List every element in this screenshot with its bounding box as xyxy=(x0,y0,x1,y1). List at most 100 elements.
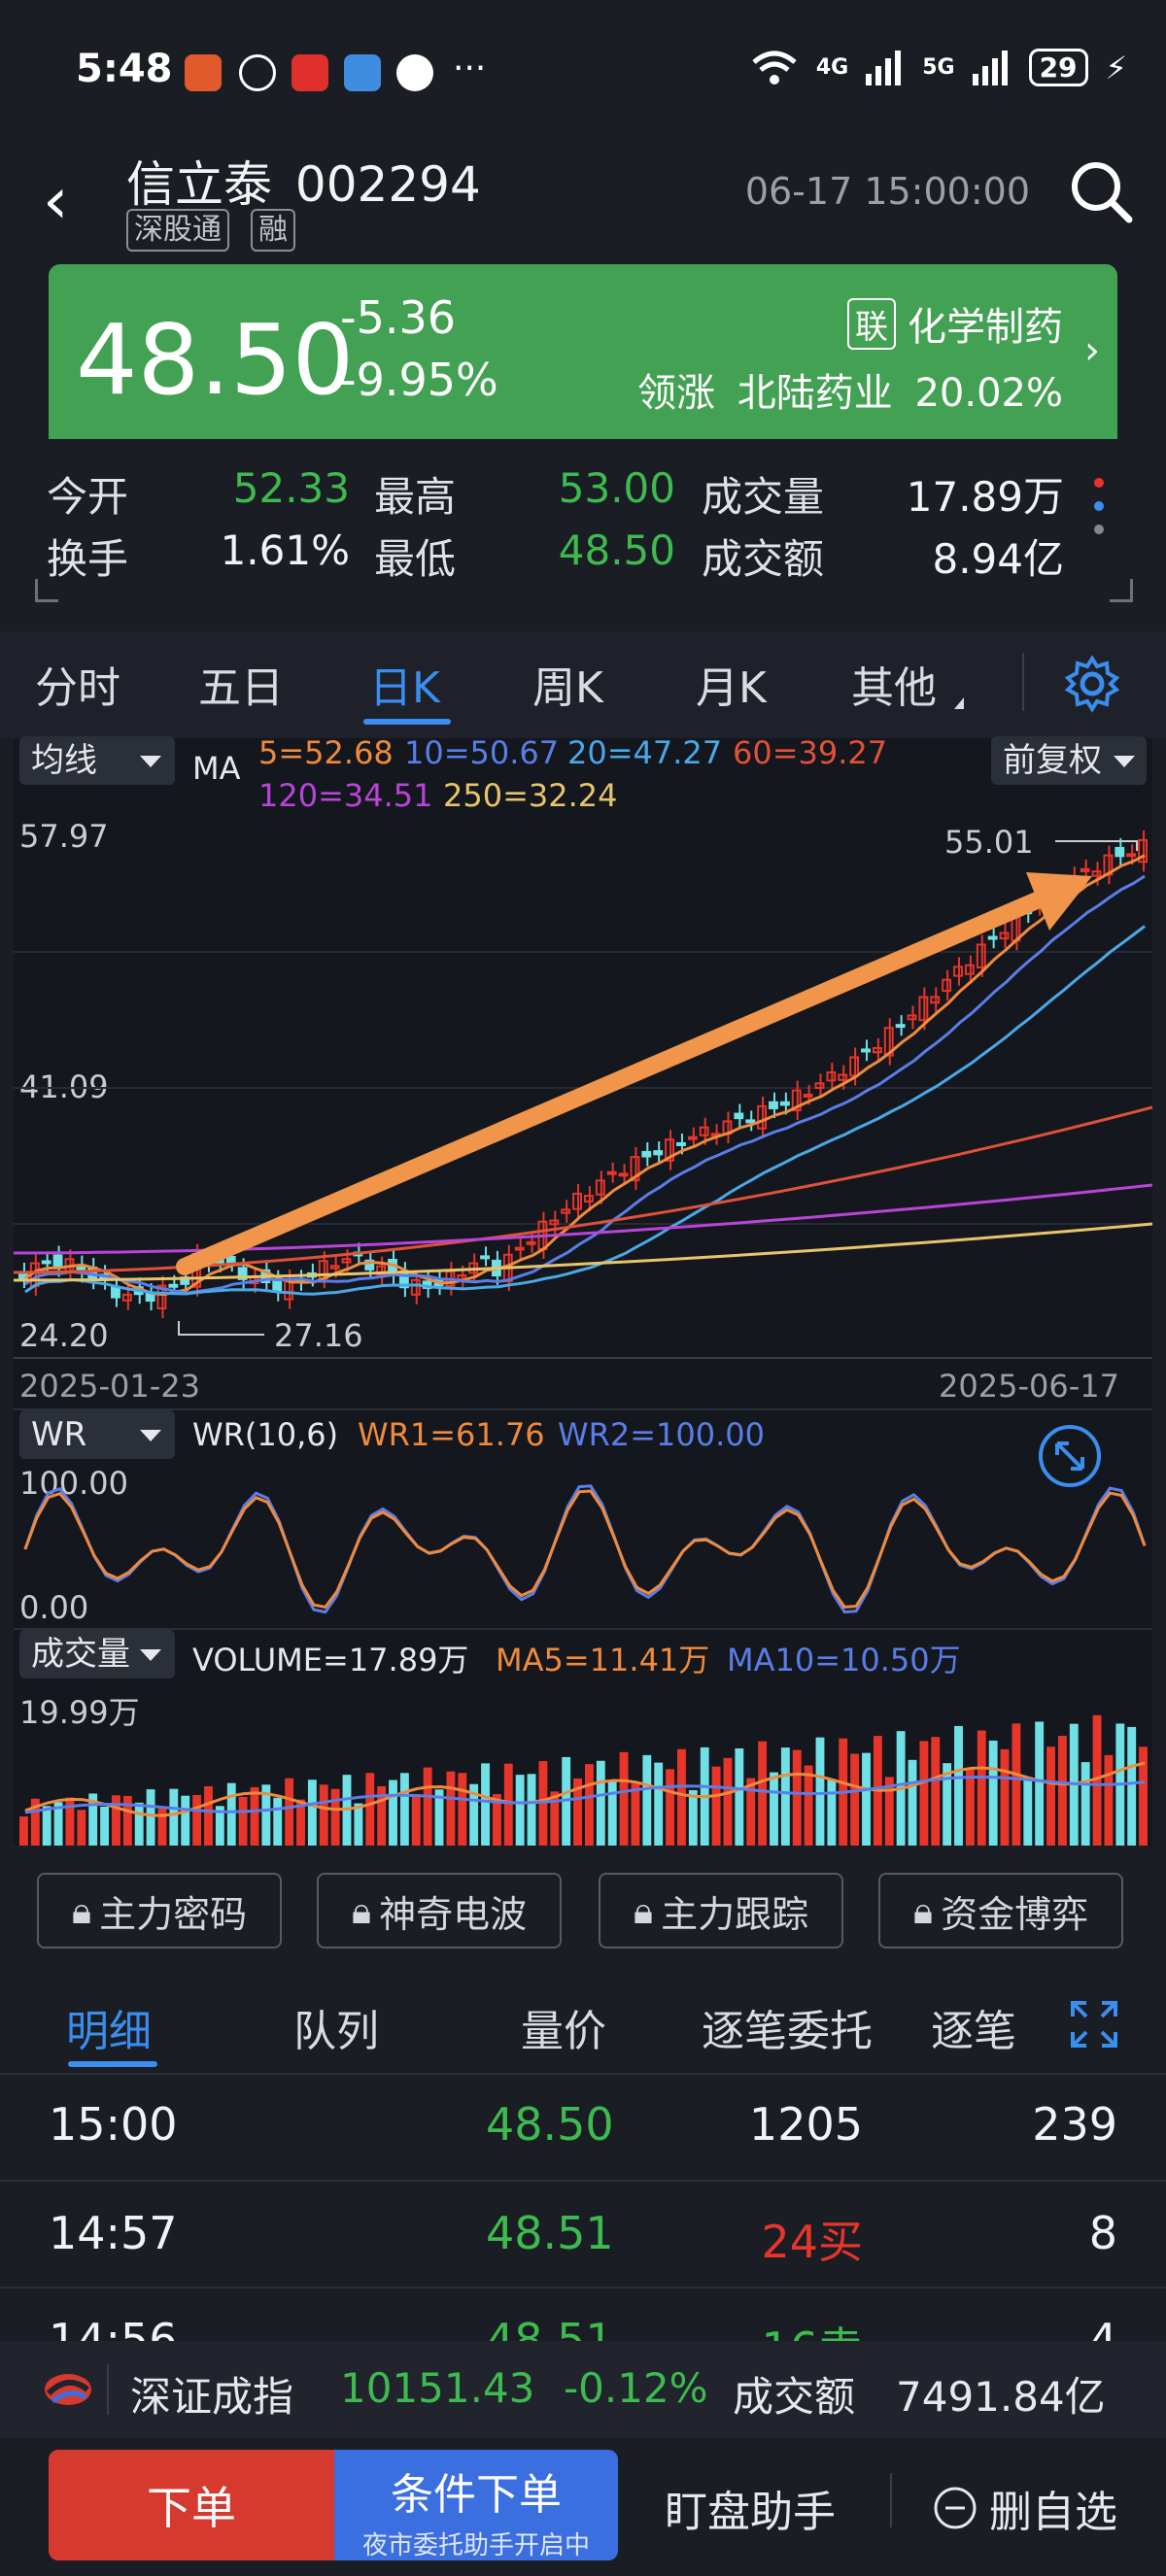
candle xyxy=(572,1192,582,1210)
volume-bar xyxy=(1000,1748,1010,1846)
tab-detail[interactable]: 明细 xyxy=(66,2007,152,2056)
remove-watchlist-button[interactable]: 删自选 xyxy=(933,2477,1117,2539)
candle xyxy=(861,1048,871,1053)
volume-bar xyxy=(446,1771,456,1846)
tab-tick-by-tick[interactable]: 逐笔 xyxy=(931,2007,1016,2056)
app-notification-icon xyxy=(239,54,276,91)
volume-bar xyxy=(1092,1714,1102,1846)
quote-panel[interactable]: 48.50 -5.36 -9.95% 联 化学制药 领涨 北陆药业 20.02%… xyxy=(49,264,1117,439)
feature-fund-game-button[interactable]: 🔒︎ 资金博弈 xyxy=(878,1873,1123,1949)
vol-ma10-value: MA10=10.50万 xyxy=(727,1642,961,1678)
volume-bar xyxy=(1104,1754,1114,1846)
adjust-selector[interactable]: 前复权 xyxy=(991,736,1147,785)
index-change: -0.12% xyxy=(564,2364,708,2412)
table-row xyxy=(0,2073,1166,2180)
candle xyxy=(168,1283,179,1288)
feature-main-track-button[interactable]: 🔒︎ 主力跟踪 xyxy=(599,1873,843,1949)
tab-intraday[interactable]: 分时 xyxy=(35,663,120,713)
candle xyxy=(272,1278,283,1293)
date-end: 2025-06-17 xyxy=(939,1368,1119,1405)
tab-order-by-order[interactable]: 逐笔委托 xyxy=(702,2007,873,2056)
stats-panel xyxy=(0,439,1166,631)
candle xyxy=(676,1141,686,1146)
candle xyxy=(237,1267,248,1280)
max-price-mark: 55.01 xyxy=(944,824,1034,861)
candle xyxy=(41,1260,51,1265)
vol-ma10-line xyxy=(24,1775,1146,1814)
quote-datetime: 06-17 15:00:00 xyxy=(744,170,1030,213)
volume-bar xyxy=(815,1737,825,1846)
volume-bar xyxy=(354,1803,363,1846)
amount-value: 8.94亿 xyxy=(932,535,1064,583)
trend-arrow-shaft xyxy=(176,889,1052,1275)
lock-icon: 🔒︎ xyxy=(71,1888,92,1932)
candle xyxy=(329,1265,340,1270)
trend-arrow-head xyxy=(1026,872,1092,931)
more-notifications-icon: ··· xyxy=(453,49,487,88)
feature-main-code-button[interactable]: 🔒︎ 主力密码 xyxy=(37,1873,282,1949)
tab-monthly-k[interactable]: 月K xyxy=(696,663,767,713)
volume-selector[interactable]: 成交量 xyxy=(19,1630,175,1678)
volume-bar xyxy=(908,1759,917,1846)
watch-assistant-button[interactable]: 盯盘助手 xyxy=(665,2488,836,2537)
volume-bar xyxy=(88,1793,98,1846)
row-volume: 16卖 xyxy=(738,2314,863,2341)
ma-line xyxy=(14,1222,1152,1282)
volume-bar xyxy=(515,1775,525,1846)
feature-label: 主力跟踪 xyxy=(661,1892,809,1936)
tab-daily-k[interactable]: 日K xyxy=(369,663,440,713)
volume-bar xyxy=(19,1816,28,1846)
cond-order-sub: 夜市委托助手开启中 xyxy=(361,2531,590,2560)
table-row: 14:56 48.51 16卖 4 xyxy=(0,2287,1166,2341)
high-label: 最高 xyxy=(374,473,457,521)
search-icon[interactable] xyxy=(1067,157,1135,225)
row-price: 48.50 xyxy=(486,2098,614,2151)
more-dots-icon[interactable] xyxy=(1092,478,1106,542)
wr-name: WR(10,6) xyxy=(192,1416,339,1453)
volume-bar xyxy=(884,1777,894,1846)
candle xyxy=(699,1126,709,1136)
wr-chart[interactable] xyxy=(14,1467,1152,1632)
volume-bar xyxy=(1023,1777,1033,1846)
candlestick-chart[interactable] xyxy=(14,816,1152,1360)
conditional-order-button[interactable]: 条件下单 夜市委托助手开启中 xyxy=(334,2450,618,2560)
network-5g-label: 5G xyxy=(922,55,955,80)
active-tab-indicator xyxy=(363,719,451,725)
volume-bar xyxy=(434,1789,444,1846)
exchange-logo-icon xyxy=(45,2374,91,2405)
wr-selector[interactable]: WR xyxy=(19,1410,175,1459)
volume-bar xyxy=(931,1737,941,1846)
volume-bar xyxy=(1127,1726,1137,1846)
volume-bar xyxy=(296,1799,305,1846)
sector-link[interactable]: 联 化学制药 xyxy=(847,295,1063,352)
tab-other[interactable]: 其他 xyxy=(851,663,937,713)
back-icon[interactable]: ‹ xyxy=(43,163,69,238)
volume-bar xyxy=(53,1802,63,1846)
ma-selector[interactable]: 均线 xyxy=(19,736,175,785)
expand-icon[interactable] xyxy=(1038,1424,1102,1488)
stock-title: 信立泰 002294 xyxy=(126,146,481,216)
volume-bar xyxy=(688,1790,698,1846)
candle xyxy=(769,1101,778,1110)
tab-weekly-k[interactable]: 周K xyxy=(532,663,603,713)
chevron-down-icon xyxy=(1114,756,1135,767)
row-time: 15:00 xyxy=(49,2098,178,2151)
index-bar[interactable]: 深证成指 10151.43 -0.12% 成交额 7491.84亿 xyxy=(0,2341,1166,2438)
volume-bar xyxy=(100,1806,110,1846)
candle xyxy=(52,1254,63,1269)
tab-volume-price[interactable]: 量价 xyxy=(521,2007,606,2056)
y-axis-top: 57.97 xyxy=(19,818,109,855)
volume-bar xyxy=(642,1754,652,1846)
volume-bar xyxy=(1046,1746,1055,1846)
feature-magic-wave-button[interactable]: 🔒︎ 神奇电波 xyxy=(317,1873,562,1949)
tab-queue[interactable]: 队列 xyxy=(293,2007,379,2056)
order-button[interactable]: 下单 xyxy=(49,2450,334,2560)
volume-chart[interactable] xyxy=(14,1680,1152,1846)
app-notification-icon xyxy=(292,54,328,91)
fullscreen-icon[interactable] xyxy=(1069,1999,1119,2050)
tab-five-day[interactable]: 五日 xyxy=(198,663,284,713)
settings-gear-icon[interactable] xyxy=(1063,655,1121,713)
volume-bar xyxy=(134,1802,144,1846)
volume-bar xyxy=(677,1748,686,1846)
volume-bar xyxy=(122,1795,132,1846)
